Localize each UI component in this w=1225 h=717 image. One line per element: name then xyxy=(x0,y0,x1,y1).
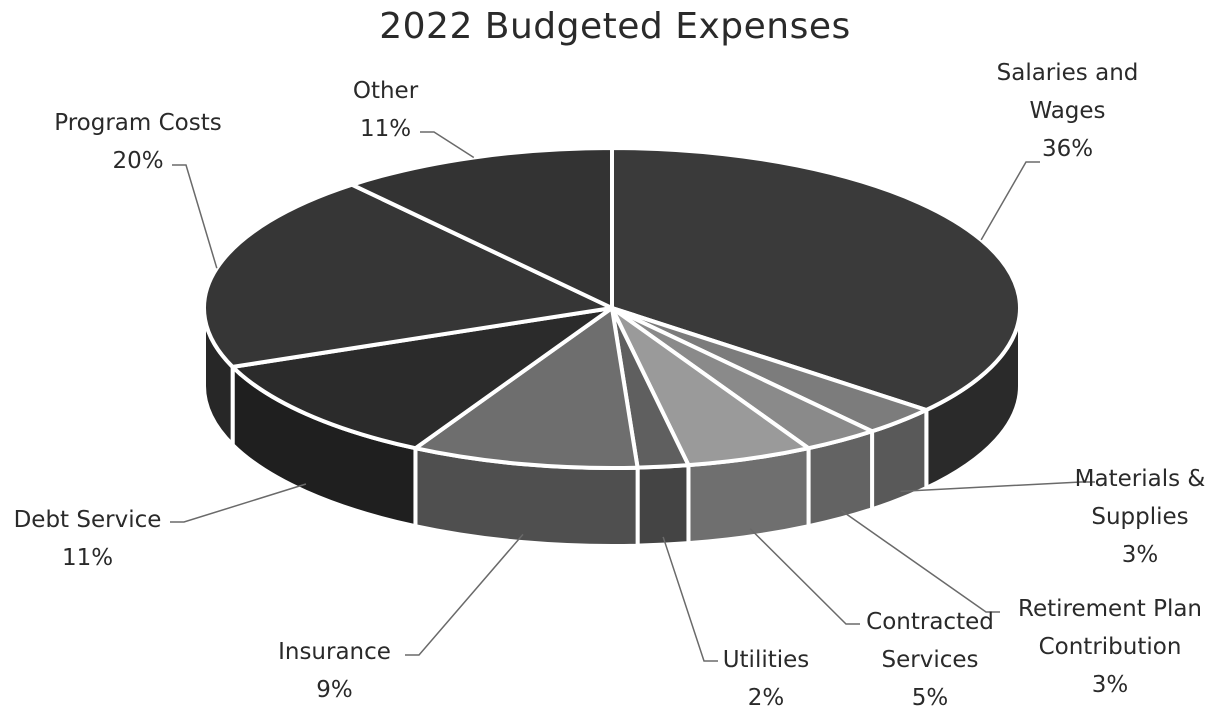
leader-line-utilities xyxy=(662,536,718,662)
label-retirement-line2: Contribution xyxy=(1038,634,1182,660)
label-program-costs: Program Costs 20% xyxy=(38,104,238,180)
label-insurance: Insurance 9% xyxy=(262,633,407,709)
label-retirement-line1: Retirement Plan xyxy=(1018,596,1202,622)
label-salaries-pct: 36% xyxy=(1041,136,1094,162)
label-materials-and-supplies: Materials & Supplies 3% xyxy=(1060,460,1220,574)
label-utilities: Utilities 2% xyxy=(706,641,826,717)
label-other-pct: 11% xyxy=(359,116,412,142)
leader-line-salaries-and-wages xyxy=(980,161,1040,241)
label-retirement-plan-contribution: Retirement Plan Contribution 3% xyxy=(1005,590,1215,704)
leader-line-retirement-plan-contribution xyxy=(840,509,1000,613)
label-salaries-line1: Salaries and xyxy=(996,60,1139,86)
leader-line-insurance xyxy=(405,533,524,656)
label-contracted-line1: Contracted xyxy=(866,609,994,635)
leader-lines xyxy=(170,131,1095,662)
label-other: Other 11% xyxy=(328,72,443,148)
label-contracted-pct: 5% xyxy=(911,685,949,711)
pie-side-utilities xyxy=(635,463,691,548)
label-insurance-line1: Insurance xyxy=(278,639,391,665)
leader-line-debt-service xyxy=(170,483,307,523)
label-materials-line2: Supplies xyxy=(1091,504,1189,530)
leader-line-other xyxy=(420,131,475,159)
label-insurance-pct: 9% xyxy=(316,677,353,703)
label-program-pct: 20% xyxy=(112,148,164,174)
chart-title: 2022 Budgeted Expenses xyxy=(379,6,851,47)
label-salaries-line2: Wages xyxy=(1029,98,1106,124)
label-debt-service: Debt Service 11% xyxy=(0,501,175,577)
leader-line-contracted-services xyxy=(749,528,860,625)
pie-slice-program-costs xyxy=(202,182,614,369)
label-utilities-pct: 2% xyxy=(747,685,785,711)
pie-slice-debt-service xyxy=(230,306,614,451)
pie-slice-insurance xyxy=(413,306,640,470)
label-salaries-and-wages: Salaries and Wages 36% xyxy=(975,54,1160,168)
label-debt-line1: Debt Service xyxy=(13,507,162,533)
label-materials-line1: Materials & xyxy=(1074,466,1206,492)
pie-slices xyxy=(202,146,1022,470)
label-contracted-services: Contracted Services 5% xyxy=(850,603,1010,717)
label-materials-pct: 3% xyxy=(1121,542,1159,568)
pie-slice-other xyxy=(349,146,614,310)
leader-line-program-costs xyxy=(172,164,218,269)
label-program-line1: Program Costs xyxy=(54,110,222,136)
label-retirement-pct: 3% xyxy=(1091,672,1129,698)
leader-line-materials-and-supplies xyxy=(900,481,1095,493)
pie-slice-salaries-and-wages xyxy=(610,146,1022,412)
label-debt-pct: 11% xyxy=(61,545,114,571)
label-utilities-line1: Utilities xyxy=(722,647,810,673)
label-other-line1: Other xyxy=(352,78,419,104)
label-contracted-line2: Services xyxy=(881,647,979,673)
